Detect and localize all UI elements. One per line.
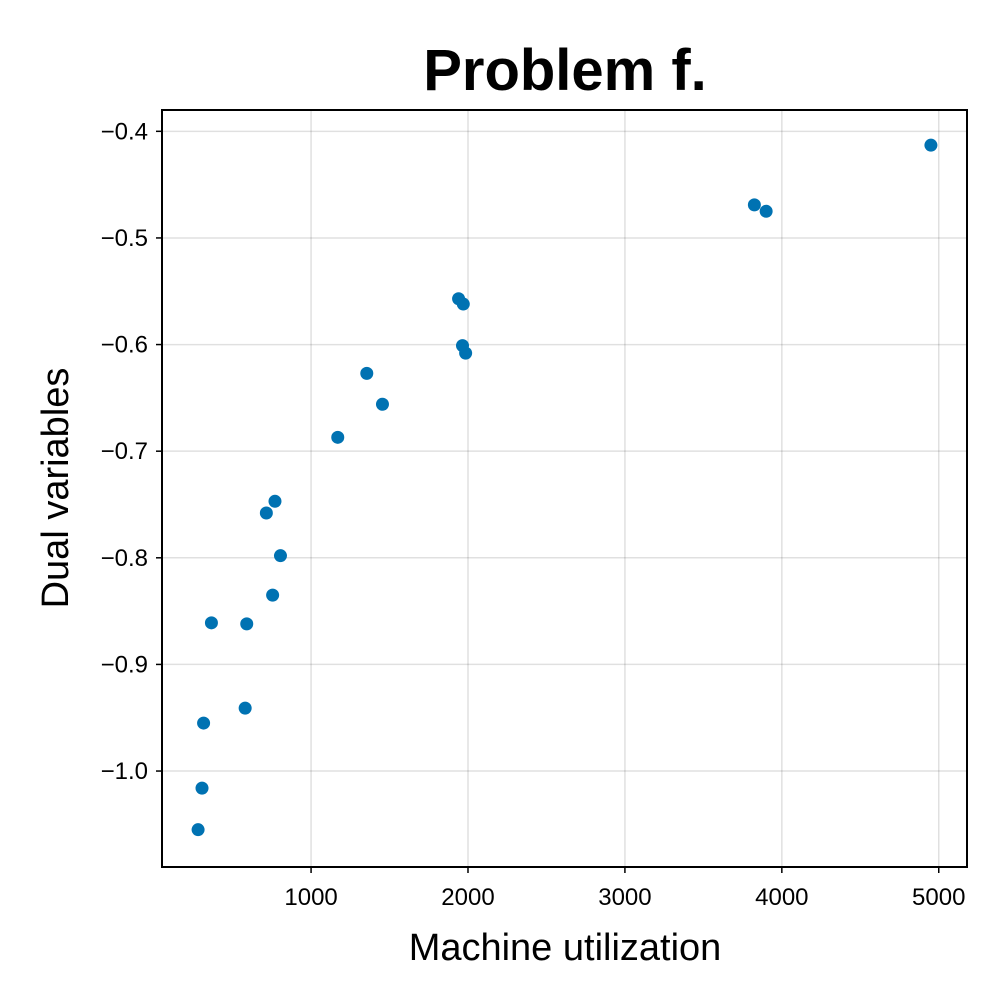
data-point: [456, 297, 470, 311]
chart-title: Problem f.: [423, 38, 707, 103]
data-point: [238, 701, 252, 715]
data-point: [266, 588, 280, 602]
x-axis-label: Machine utilization: [409, 927, 722, 969]
data-point: [747, 198, 761, 212]
data-point: [197, 716, 211, 730]
data-point: [360, 366, 374, 380]
data-point: [759, 204, 773, 218]
data-point: [259, 506, 273, 520]
x-tick-label: 5000: [912, 884, 965, 911]
y-tick-label: −0.9: [101, 651, 148, 678]
y-tick-label: −0.4: [101, 118, 148, 145]
data-point: [191, 823, 205, 837]
data-point: [240, 617, 254, 631]
data-point: [268, 494, 282, 508]
y-tick-label: −0.5: [101, 225, 148, 252]
y-tick-label: −0.8: [101, 545, 148, 572]
data-point: [375, 397, 389, 411]
data-point: [273, 549, 287, 563]
data-point: [331, 430, 345, 444]
data-point: [204, 616, 218, 630]
data-points: [191, 138, 938, 837]
y-axis-label: Dual variables: [35, 368, 77, 609]
x-tick-label: 1000: [284, 884, 337, 911]
axis-ticks: 1000 2000 3000 4000 5000 −0.4 −0.5 −0.6 −0.7 −0.8…: [101, 118, 966, 911]
plot-frame: [161, 109, 968, 868]
y-tick-label: −1.0: [101, 758, 148, 785]
x-tick-label: 4000: [755, 884, 808, 911]
y-tick-label: −0.6: [101, 332, 148, 359]
data-point: [195, 781, 209, 795]
data-point: [459, 346, 473, 360]
y-tick-label: −0.7: [101, 438, 148, 465]
grid-lines: [162, 110, 967, 867]
data-point: [924, 138, 938, 152]
x-tick-label: 3000: [598, 884, 651, 911]
x-tick-label: 2000: [441, 884, 494, 911]
